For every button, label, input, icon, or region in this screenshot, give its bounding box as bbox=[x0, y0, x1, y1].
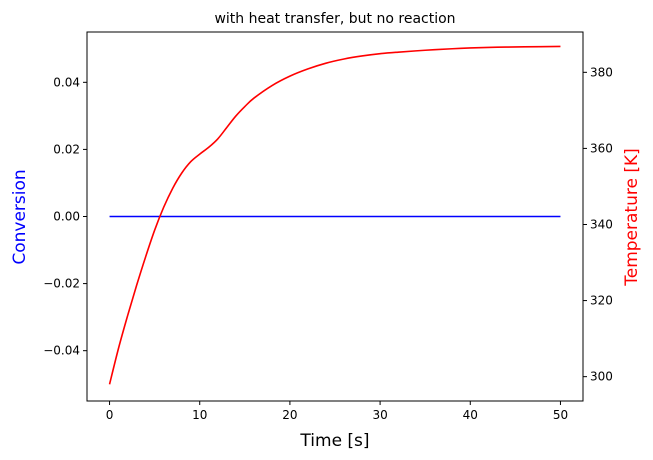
x-tick-label: 20 bbox=[282, 408, 297, 422]
y-axis-right-title: Temperature [K] bbox=[622, 148, 642, 287]
series-lines bbox=[108, 45, 561, 385]
x-axis: 0 10 20 30 40 50 bbox=[106, 401, 568, 422]
y-right-tick-label: 340 bbox=[590, 217, 613, 231]
x-tick-label: 40 bbox=[463, 408, 478, 422]
y-left-tick-label: 0.04 bbox=[53, 75, 80, 89]
y-left-tick-label: −0.02 bbox=[43, 277, 80, 291]
x-axis-title: Time [s] bbox=[299, 431, 369, 451]
x-tick-label: 50 bbox=[553, 408, 568, 422]
y-right-tick-label: 320 bbox=[590, 294, 613, 308]
y-left-tick-label: −0.04 bbox=[43, 344, 80, 358]
y-right-tick-label: 360 bbox=[590, 141, 613, 155]
y-right-tick-label: 300 bbox=[590, 370, 613, 384]
x-tick-label: 10 bbox=[192, 408, 207, 422]
y-left-tick-label: 0.02 bbox=[53, 142, 80, 156]
x-tick-label: 30 bbox=[372, 408, 387, 422]
y-axis-left: −0.04 −0.02 0.00 0.02 0.04 bbox=[43, 75, 87, 358]
temperature-series-line bbox=[108, 45, 561, 385]
y-right-tick-label: 380 bbox=[590, 65, 613, 79]
x-tick-label: 0 bbox=[106, 408, 114, 422]
y-left-tick-label: 0.00 bbox=[53, 210, 80, 224]
y-axis-right: 300 320 340 360 380 bbox=[583, 65, 613, 384]
chart-title: with heat transfer, but no reaction bbox=[214, 11, 455, 27]
y-axis-left-title: Conversion bbox=[10, 169, 30, 264]
